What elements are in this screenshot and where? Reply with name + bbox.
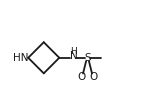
- Text: HN: HN: [13, 53, 28, 63]
- Text: N: N: [70, 51, 77, 61]
- Text: S: S: [84, 53, 91, 63]
- Text: O: O: [78, 72, 86, 82]
- Text: H: H: [70, 47, 77, 56]
- Text: O: O: [89, 72, 97, 82]
